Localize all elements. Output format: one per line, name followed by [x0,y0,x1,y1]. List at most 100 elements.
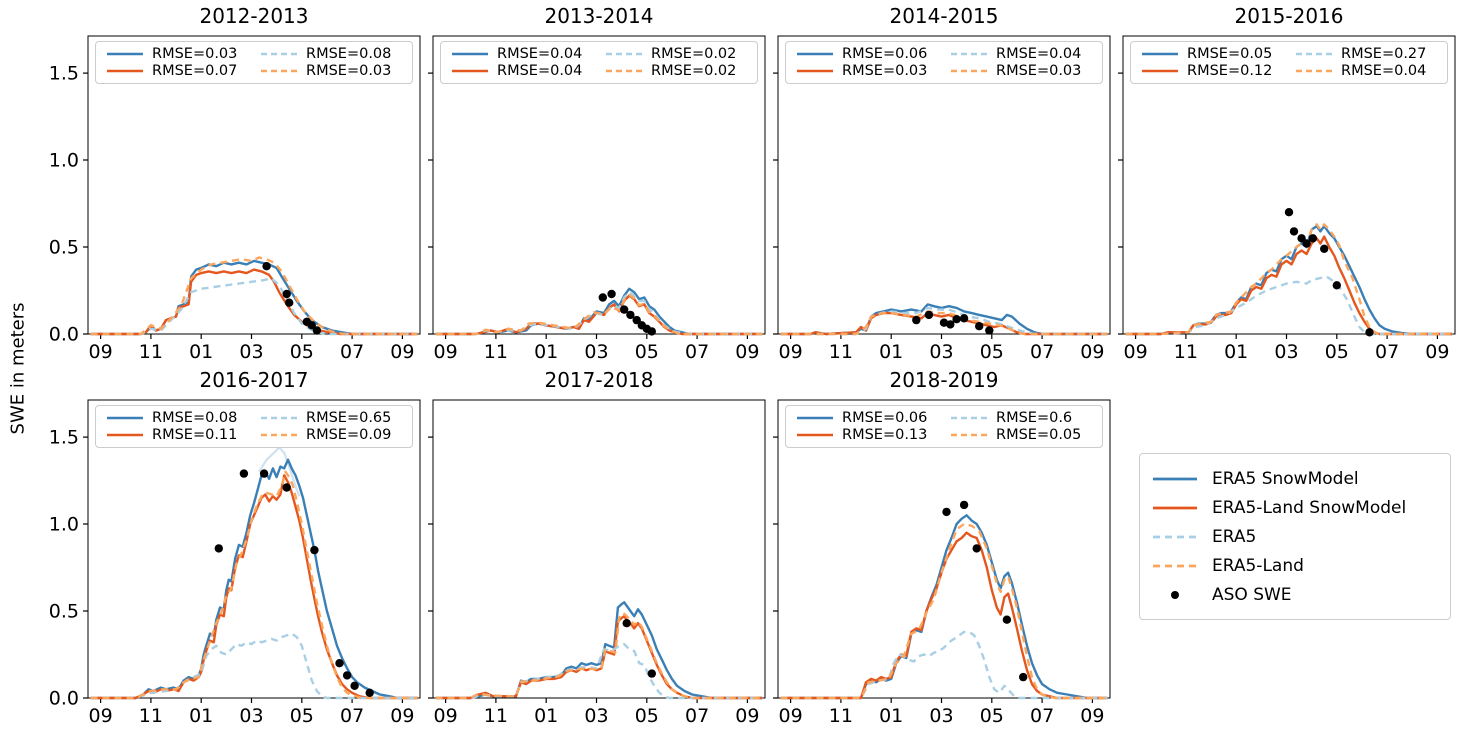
svg-text:09: 09 [434,705,458,727]
legend-item-aso-swe: ASO SWE [1152,580,1438,609]
dashed-line-icon [951,69,987,73]
main-legend: ERA5 SnowModel ERA5-Land SnowModel ERA5 … [1139,453,1451,620]
solid-line-icon [452,69,488,73]
rmse-value: RMSE=0.04 [1341,63,1427,79]
svg-text:1.5: 1.5 [49,427,79,449]
svg-text:05: 05 [635,705,659,727]
svg-text:09: 09 [434,341,458,363]
rmse-legend-entry: RMSE=0.04 [451,63,595,79]
rmse-value: RMSE=0.02 [651,46,737,62]
solid-line-icon [107,416,143,420]
svg-text:07: 07 [340,705,364,727]
svg-text:09: 09 [779,341,803,363]
rmse-legend-entry: RMSE=0.07 [106,63,250,79]
dashed-line-icon [951,433,987,437]
y-axis-label: SWE in meters [7,302,29,435]
rmse-value: RMSE=0.05 [996,427,1082,443]
legend-label: ERA5 [1212,526,1257,547]
rmse-value: RMSE=0.03 [152,46,238,62]
svg-text:05: 05 [290,705,314,727]
rmse-value: RMSE=0.27 [1341,46,1427,62]
svg-text:03: 03 [584,341,608,363]
legend-label: ERA5 SnowModel [1212,468,1359,489]
rmse-legend-entry: RMSE=0.08 [106,410,250,426]
dashed-line-icon [1296,69,1332,73]
svg-text:07: 07 [1375,341,1399,363]
svg-text:09: 09 [89,705,113,727]
solid-line-icon [1142,52,1178,56]
rmse-legend-entry: RMSE=0.12 [1141,63,1285,79]
rmse-value: RMSE=0.04 [996,46,1082,62]
svg-text:11: 11 [829,705,853,727]
dashed-line-icon [1296,52,1332,56]
subplot-title-2016-2017: 2016-2017 [199,368,309,392]
svg-text:11: 11 [139,705,163,727]
svg-text:09: 09 [390,705,414,727]
svg-text:05: 05 [980,341,1004,363]
dashed-line-icon [951,52,987,56]
rmse-legend-2014-2015: RMSE=0.06 RMSE=0.04 RMSE=0.03 RMSE=0.03 [785,41,1103,84]
svg-text:09: 09 [735,341,759,363]
rmse-legend-entry: RMSE=0.06 [796,410,940,426]
solid-line-icon [107,433,143,437]
rmse-legend-entry: RMSE=0.05 [1141,46,1285,62]
svg-text:1.5: 1.5 [49,63,79,85]
dashed-line-icon [261,52,297,56]
dashed-line-icon [261,433,297,437]
rmse-value: RMSE=0.05 [1187,46,1273,62]
svg-text:09: 09 [1080,705,1104,727]
legend-item-era5-land-snowmodel: ERA5-Land SnowModel [1152,493,1438,522]
rmse-legend-entry: RMSE=0.05 [950,427,1094,443]
rmse-value: RMSE=0.13 [842,427,928,443]
svg-text:01: 01 [879,705,903,727]
legend-label: ASO SWE [1212,584,1292,605]
svg-text:01: 01 [189,341,213,363]
svg-text:11: 11 [484,705,508,727]
rmse-legend-entry: RMSE=0.27 [1295,46,1439,62]
svg-text:01: 01 [1224,341,1248,363]
subplot-title-2014-2015: 2014-2015 [889,4,999,28]
rmse-legend-entry: RMSE=0.02 [605,63,749,79]
subplot-title-2015-2016: 2015-2016 [1234,4,1344,28]
svg-text:11: 11 [484,341,508,363]
rmse-legend-entry: RMSE=0.13 [796,427,940,443]
era5-land-dashed-line-icon [1152,563,1198,569]
svg-text:07: 07 [1030,705,1054,727]
svg-text:03: 03 [929,341,953,363]
rmse-legend-entry: RMSE=0.04 [451,46,595,62]
svg-text:0.0: 0.0 [49,324,79,346]
rmse-value: RMSE=0.03 [996,63,1082,79]
rmse-value: RMSE=0.09 [306,427,392,443]
svg-text:05: 05 [635,341,659,363]
rmse-legend-2015-2016: RMSE=0.05 RMSE=0.27 RMSE=0.12 RMSE=0.04 [1130,41,1448,84]
rmse-legend-entry: RMSE=0.11 [106,427,250,443]
svg-text:09: 09 [89,341,113,363]
dashed-line-icon [606,69,642,73]
svg-text:03: 03 [239,341,263,363]
subplot-title-2013-2014: 2013-2014 [544,4,654,28]
rmse-value: RMSE=0.02 [651,63,737,79]
solid-line-icon [797,416,833,420]
svg-text:07: 07 [685,705,709,727]
svg-text:07: 07 [685,341,709,363]
rmse-legend-entry: RMSE=0.03 [796,63,940,79]
rmse-legend-entry: RMSE=0.04 [950,46,1094,62]
rmse-value: RMSE=0.06 [842,410,928,426]
svg-text:07: 07 [1030,341,1054,363]
svg-text:09: 09 [1124,341,1148,363]
aso-swe-dot-icon [1152,590,1198,600]
rmse-value: RMSE=0.12 [1187,63,1273,79]
rmse-value: RMSE=0.11 [152,427,238,443]
solid-line-icon [452,52,488,56]
rmse-value: RMSE=0.04 [497,46,583,62]
rmse-legend-entry: RMSE=0.02 [605,46,749,62]
svg-text:11: 11 [139,341,163,363]
solid-line-icon [797,433,833,437]
rmse-value: RMSE=0.6 [996,410,1073,426]
svg-text:07: 07 [340,341,364,363]
subplot-title-2017-2018: 2017-2018 [544,368,654,392]
solid-line-icon [797,52,833,56]
solid-line-icon [797,69,833,73]
